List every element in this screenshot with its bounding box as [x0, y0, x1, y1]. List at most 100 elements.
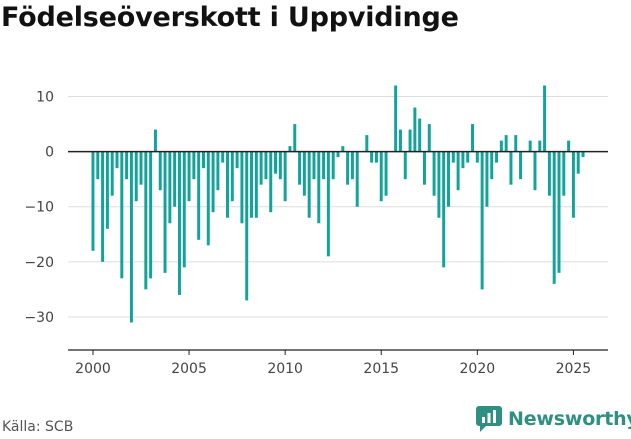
bar — [408, 129, 412, 152]
chart-title: Födelseöverskott i Uppvidinge — [1, 2, 459, 33]
bar — [158, 151, 162, 191]
bar — [571, 151, 575, 218]
bar — [403, 151, 407, 180]
bar — [250, 151, 254, 218]
bar — [461, 151, 465, 169]
bar — [120, 151, 124, 279]
bar — [437, 151, 441, 218]
bar — [509, 151, 513, 185]
y-tick-label: −30 — [24, 310, 54, 326]
bar — [533, 151, 537, 191]
bar — [341, 146, 345, 152]
bar — [456, 151, 460, 191]
bar — [557, 151, 561, 273]
bar — [274, 151, 278, 174]
bar — [519, 151, 523, 180]
bar — [230, 151, 234, 202]
bar — [298, 151, 302, 185]
bar — [418, 118, 422, 152]
bar — [576, 151, 580, 174]
bar — [240, 151, 244, 224]
bar — [427, 124, 431, 152]
bar — [562, 151, 566, 196]
x-tick-labels: 2000 2005 2010 2015 2020 2025 — [75, 361, 591, 377]
bar — [346, 151, 350, 185]
bar — [96, 151, 100, 180]
brand-name: Newsworthy — [508, 408, 631, 430]
x-tick-label: 2020 — [460, 361, 496, 377]
bar — [326, 151, 330, 257]
bar — [307, 151, 311, 218]
bar — [466, 151, 470, 163]
bar — [495, 151, 499, 163]
bar — [153, 129, 157, 152]
bar — [216, 151, 220, 191]
bar — [490, 151, 494, 180]
y-tick-label: 10 — [36, 90, 54, 106]
bar — [110, 151, 114, 196]
x-tick-label: 2025 — [556, 361, 592, 377]
bar — [432, 151, 436, 196]
bar — [269, 151, 273, 213]
bar — [567, 140, 571, 152]
bar — [413, 107, 417, 152]
x-tick-label: 2010 — [267, 361, 303, 377]
bar — [288, 146, 292, 152]
bar — [504, 135, 508, 152]
grid-lines — [68, 96, 608, 318]
bar — [322, 151, 326, 180]
bar — [235, 151, 239, 169]
bar — [173, 151, 177, 207]
bar — [149, 151, 153, 279]
bar — [350, 151, 354, 180]
bar — [197, 151, 201, 240]
newsworthy-logo[interactable]: Newsworthy — [476, 406, 631, 432]
bar — [278, 151, 282, 180]
bar — [101, 151, 105, 262]
bar — [374, 151, 378, 163]
bar — [422, 151, 426, 185]
y-tick-labels: 10 0 −10 −20 −30 — [24, 90, 54, 326]
bar — [125, 151, 129, 180]
bar — [394, 85, 398, 152]
bar — [129, 151, 133, 323]
bar — [187, 151, 191, 202]
bars — [91, 85, 585, 323]
bar — [485, 151, 489, 207]
y-tick-label: 0 — [45, 145, 54, 161]
bar — [163, 151, 167, 273]
bar — [384, 151, 388, 196]
bar — [211, 151, 215, 213]
bar — [379, 151, 383, 202]
bar — [168, 151, 172, 224]
bar — [370, 151, 374, 163]
bar — [442, 151, 446, 268]
bar — [543, 85, 547, 152]
bar — [528, 140, 532, 152]
y-tick-label: −20 — [24, 255, 54, 271]
bar — [139, 151, 143, 185]
bar — [480, 151, 484, 290]
bar — [451, 151, 455, 163]
x-tick-label: 2005 — [171, 361, 207, 377]
bar — [91, 151, 95, 251]
bar — [552, 151, 556, 284]
bar — [317, 151, 321, 224]
axes — [68, 150, 608, 355]
bar — [547, 151, 551, 196]
bar — [105, 151, 109, 229]
bar — [245, 151, 249, 301]
source-label: Källa: SCB — [2, 419, 74, 435]
bar — [201, 151, 205, 169]
bar — [206, 151, 210, 246]
bar — [264, 151, 268, 180]
bar — [581, 151, 585, 158]
bar — [398, 129, 402, 152]
bar — [471, 124, 475, 152]
y-tick-label: −10 — [24, 200, 54, 216]
bar — [331, 151, 335, 180]
bar — [365, 135, 369, 152]
bar — [499, 140, 503, 152]
x-tick-label: 2015 — [363, 361, 399, 377]
